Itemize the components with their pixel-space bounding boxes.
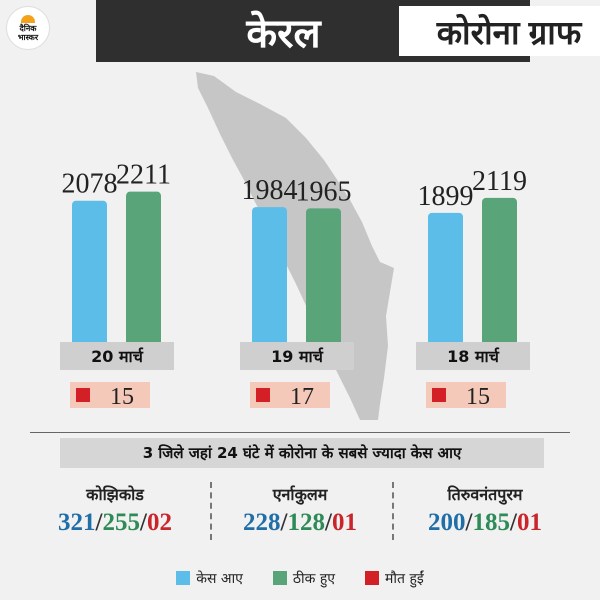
bar-recovered-1-label: 1965 bbox=[296, 176, 352, 207]
districts-title: 3 जिले जहां 24 घंटे में कोरोना के सबसे ज… bbox=[60, 438, 544, 468]
state-title: केरल bbox=[246, 11, 321, 56]
sun-icon bbox=[21, 14, 35, 23]
district-kozhikode: कोझिकोड 321/255/02 bbox=[30, 482, 200, 538]
date-box-2 bbox=[416, 342, 530, 370]
district-ernakulam: एर्नाकुलम 228/128/01 bbox=[215, 482, 385, 538]
district-recovered: 128 bbox=[287, 509, 326, 536]
district-deaths: 01 bbox=[331, 509, 357, 536]
district-cases: 321 bbox=[58, 509, 96, 536]
bar-cases-1-label: 1984 bbox=[242, 175, 298, 206]
bar-recovered-1 bbox=[306, 208, 341, 346]
legend: केस आए ठीक हुए मौत हुईं bbox=[0, 566, 600, 590]
legend-cases: केस आए bbox=[176, 569, 243, 588]
legend-swatch-deaths bbox=[365, 571, 380, 585]
bar-recovered-2-label: 2119 bbox=[472, 166, 527, 197]
legend-recovered: ठीक हुए bbox=[272, 569, 336, 588]
section-divider bbox=[30, 432, 570, 433]
district-name: तिरुवनंतपुरम bbox=[447, 485, 523, 504]
district-deaths: 01 bbox=[516, 509, 542, 536]
district-separator bbox=[210, 482, 212, 540]
deaths-marker-1 bbox=[256, 388, 270, 402]
district-recovered: 185 bbox=[472, 509, 511, 536]
date-label-2: 18 मार्च bbox=[447, 347, 500, 366]
bar-cases-2-label: 1899 bbox=[418, 181, 474, 212]
district-thiruvananthapuram: तिरुवनंतपुरम 200/185/01 bbox=[400, 482, 570, 538]
district-name: कोझिकोड bbox=[86, 485, 144, 504]
deaths-value-1: 17 bbox=[290, 384, 314, 410]
graph-title: कोरोना ग्राफ bbox=[399, 6, 600, 56]
district-separator bbox=[392, 482, 394, 540]
bar-recovered-2 bbox=[482, 197, 517, 346]
bar-cases-1 bbox=[252, 207, 287, 346]
date-label-0: 20 मार्च bbox=[91, 347, 144, 366]
district-numbers: 200/185/01 bbox=[428, 509, 542, 536]
date-box-0 bbox=[60, 342, 174, 370]
bar-cases-0-label: 2078 bbox=[62, 169, 118, 200]
deaths-value-2: 15 bbox=[466, 384, 490, 410]
bar-recovered-0-label: 2211 bbox=[116, 160, 171, 191]
deaths-marker-0 bbox=[76, 388, 90, 402]
deaths-value-0: 15 bbox=[110, 384, 134, 410]
legend-deaths-label: मौत हुईं bbox=[385, 570, 424, 587]
dainik-bhaskar-logo: दैनिक भास्कर bbox=[6, 6, 50, 50]
header-bar: केरल कोरोना ग्राफ bbox=[96, 0, 600, 62]
district-name: एर्नाकुलम bbox=[272, 485, 328, 504]
logo-line-2: भास्कर bbox=[17, 32, 39, 42]
district-cases: 228 bbox=[243, 509, 281, 536]
legend-swatch-recovered bbox=[272, 571, 287, 585]
district-recovered: 255 bbox=[102, 509, 141, 536]
district-cases: 200 bbox=[428, 509, 466, 536]
deaths-marker-2 bbox=[432, 388, 446, 402]
legend-cases-label: केस आए bbox=[196, 570, 243, 587]
bar-cases-2 bbox=[428, 212, 463, 346]
date-box-1 bbox=[240, 342, 354, 370]
date-label-1: 19 मार्च bbox=[271, 347, 324, 366]
legend-swatch-cases bbox=[176, 571, 191, 585]
bar-recovered-0 bbox=[126, 191, 161, 346]
legend-recovered-label: ठीक हुए bbox=[292, 570, 336, 587]
district-deaths: 02 bbox=[146, 509, 172, 536]
legend-deaths: मौत हुईं bbox=[365, 569, 424, 588]
logo-line-1: दैनिक bbox=[19, 23, 37, 33]
bar-cases-0 bbox=[72, 200, 107, 346]
district-numbers: 321/255/02 bbox=[58, 509, 172, 536]
district-numbers: 228/128/01 bbox=[243, 509, 357, 536]
